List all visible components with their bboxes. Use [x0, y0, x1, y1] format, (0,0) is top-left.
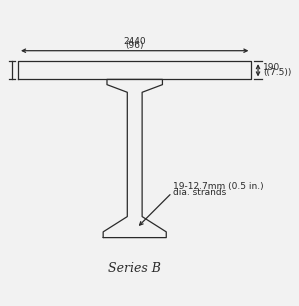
Text: 19-12.7mm (0.5 in.): 19-12.7mm (0.5 in.)	[173, 182, 264, 192]
Text: dia. strands: dia. strands	[173, 188, 226, 197]
Text: 190: 190	[263, 63, 280, 73]
Text: Series B: Series B	[108, 262, 161, 274]
Text: ((7.5)): ((7.5))	[263, 68, 292, 77]
Text: (96): (96)	[126, 41, 144, 50]
Text: 2440: 2440	[123, 37, 146, 47]
